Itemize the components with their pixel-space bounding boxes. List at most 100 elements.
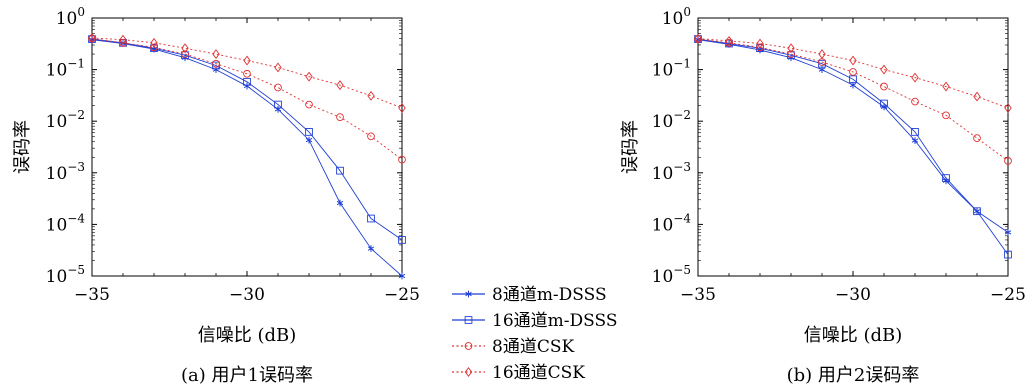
marker-circle <box>274 83 282 92</box>
marker-diamond <box>464 367 473 377</box>
marker-diamond <box>305 71 313 82</box>
axis-ticks: −35 −30 −25 100 10−1 10−2 10−3 10−4 10−5 <box>46 5 420 305</box>
marker-diamond <box>212 49 220 60</box>
marker-circle <box>119 38 127 47</box>
x-tick-label: −25 <box>384 285 420 305</box>
series-line <box>697 38 1009 255</box>
marker-square <box>1004 250 1012 259</box>
marker-diamond <box>398 103 406 113</box>
legend-marker-diamond <box>464 367 473 377</box>
marker-circle <box>787 50 795 58</box>
x-axis-label: 信噪比 (dB) <box>198 325 297 346</box>
y-axis-label: 误码率 <box>620 120 641 174</box>
x-axis-label: 信噪比 (dB) <box>804 325 903 346</box>
marker-diamond <box>973 91 981 102</box>
marker-circle <box>725 38 733 47</box>
marker-square <box>367 214 375 223</box>
legend-label: 8通道m-DSSS <box>492 285 607 305</box>
series-star <box>694 36 1012 236</box>
marker-star <box>1004 228 1012 236</box>
series-layer <box>694 33 1012 259</box>
marker-square <box>305 128 313 136</box>
legend-entry-16ch-csk: 16通道CSK <box>452 363 585 383</box>
marker-circle <box>212 59 220 68</box>
marker-circle <box>942 111 950 120</box>
legend: 8通道m-DSSS 16通道m-DSSS 8通道CSK 16通道CSK <box>452 285 617 383</box>
x-tick-label: −25 <box>990 285 1026 305</box>
marker-diamond <box>181 43 189 54</box>
marker-diamond <box>150 37 158 48</box>
marker-circle <box>1004 157 1012 165</box>
y-tick-label: 10−3 <box>46 160 85 184</box>
y-tick-label: 10−5 <box>46 263 85 287</box>
marker-circle <box>305 100 313 109</box>
marker-diamond <box>787 43 795 54</box>
legend-label: 16通道m-DSSS <box>492 311 617 331</box>
legend-marker-circle <box>464 342 473 350</box>
x-tick-label: −30 <box>835 285 871 305</box>
series-circle <box>694 35 1012 165</box>
marker-star <box>398 272 406 280</box>
series-line <box>91 39 403 277</box>
marker-circle <box>911 97 919 106</box>
series-line <box>91 38 403 160</box>
y-tick-label: 10−2 <box>652 108 691 132</box>
marker-circle <box>150 43 158 52</box>
panel-user1: −35 −30 −25 100 10−1 10−2 10−3 10−4 10−5 信噪比 (dB… <box>12 5 420 386</box>
marker-diamond <box>367 90 375 101</box>
legend-entry-8ch-mdsss: 8通道m-DSSS <box>452 285 607 305</box>
marker-diamond <box>88 33 96 43</box>
y-tick-label: 100 <box>662 5 691 29</box>
marker-diamond <box>274 62 282 73</box>
y-axis-label: 误码率 <box>12 120 33 174</box>
marker-diamond <box>243 55 251 66</box>
marker-diamond <box>1004 103 1012 113</box>
y-tick-label: 10−4 <box>652 211 692 235</box>
series-line <box>91 37 403 109</box>
marker-circle <box>756 43 764 52</box>
marker-square <box>849 75 857 84</box>
y-tick-label: 10−5 <box>652 263 691 287</box>
marker-diamond <box>911 72 919 83</box>
marker-circle <box>398 155 406 164</box>
marker-star <box>911 137 919 145</box>
legend-marker-star <box>465 290 472 298</box>
marker-circle <box>464 342 473 350</box>
marker-circle <box>973 134 981 142</box>
marker-circle <box>849 68 857 76</box>
marker-square <box>880 99 888 108</box>
marker-diamond <box>756 38 764 49</box>
y-tick-label: 10−4 <box>46 211 86 235</box>
y-tick-label: 10−2 <box>46 108 85 132</box>
marker-square <box>464 316 473 324</box>
x-tick-label: −35 <box>74 285 110 305</box>
x-tick-label: −35 <box>680 285 716 305</box>
y-tick-label: 10−3 <box>652 160 691 184</box>
marker-diamond <box>942 81 950 92</box>
marker-circle <box>880 82 888 91</box>
marker-circle <box>336 113 344 121</box>
marker-star <box>305 136 313 144</box>
marker-star <box>465 290 472 298</box>
y-tick-label: 10−1 <box>46 57 85 81</box>
marker-square <box>911 128 919 136</box>
marker-diamond <box>725 35 733 46</box>
marker-diamond <box>694 33 702 44</box>
series-line <box>697 38 1009 162</box>
legend-label: 8通道CSK <box>492 337 574 357</box>
marker-square <box>243 77 251 86</box>
series-diamond <box>694 33 1012 113</box>
marker-star <box>367 245 375 252</box>
series-circle <box>88 34 406 164</box>
panel-caption: (b) 用户2误码率 <box>787 365 920 386</box>
axis-ticks: −35 −30 −25 100 10−1 10−2 10−3 10−4 10−5 <box>652 5 1026 305</box>
series-layer <box>88 33 406 280</box>
marker-diamond <box>818 49 826 60</box>
series-square <box>88 35 406 244</box>
marker-circle <box>181 50 189 58</box>
legend-marker-square <box>464 316 473 324</box>
series-diamond <box>88 33 406 113</box>
marker-diamond <box>336 80 344 91</box>
marker-diamond <box>119 34 127 45</box>
